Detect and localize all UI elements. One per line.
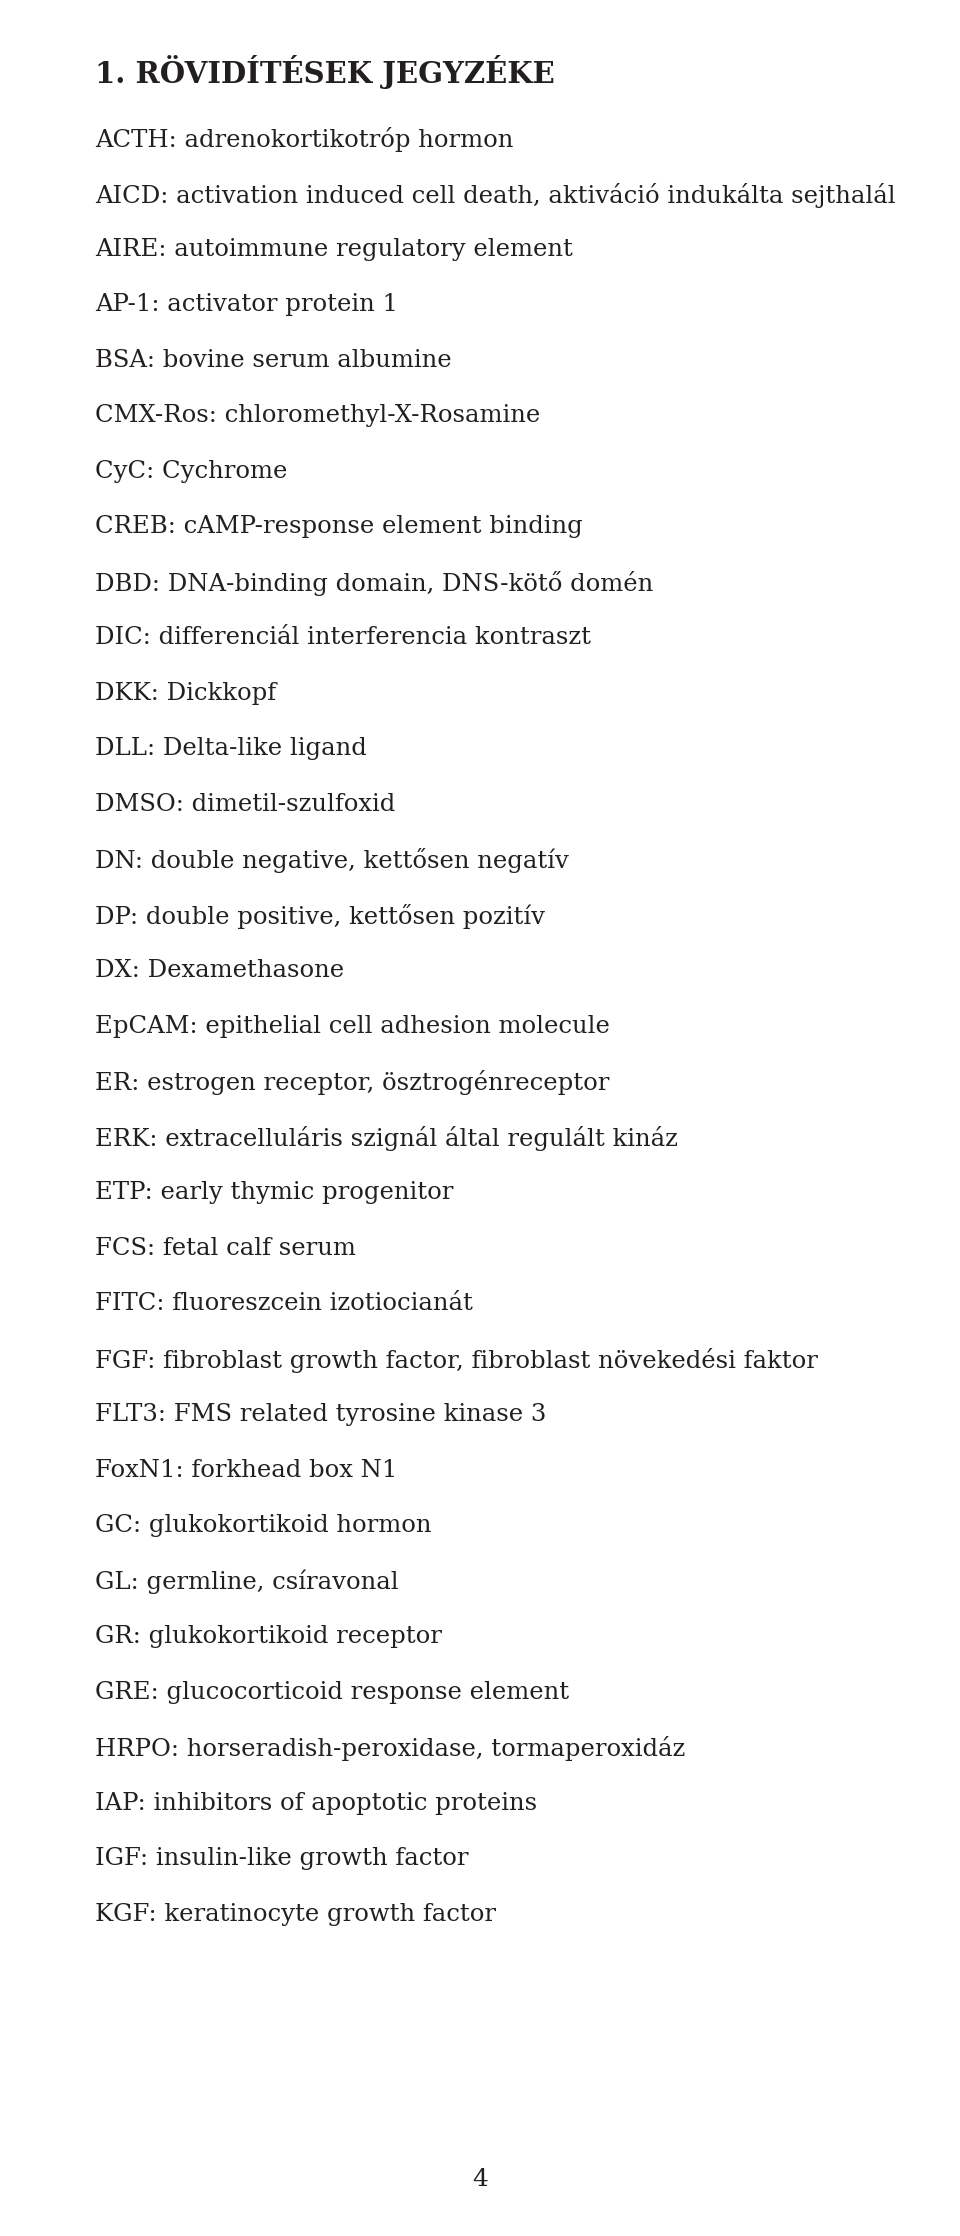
Text: FoxN1: forkhead box N1: FoxN1: forkhead box N1: [95, 1460, 397, 1482]
Text: ACTH: adrenokortikotróp hormon: ACTH: adrenokortikotróp hormon: [95, 127, 514, 152]
Text: GRE: glucocorticoid response element: GRE: glucocorticoid response element: [95, 1681, 569, 1704]
Text: DP: double positive, kettősen pozitív: DP: double positive, kettősen pozitív: [95, 903, 545, 928]
Text: GL: germline, csíravonal: GL: germline, csíravonal: [95, 1570, 398, 1594]
Text: GC: glukokortikoid hormon: GC: glukokortikoid hormon: [95, 1514, 431, 1538]
Text: CREB: cAMP-response element binding: CREB: cAMP-response element binding: [95, 517, 583, 539]
Text: DKK: Dickkopf: DKK: Dickkopf: [95, 682, 276, 704]
Text: FITC: fluoreszcein izotiocianát: FITC: fluoreszcein izotiocianát: [95, 1292, 473, 1315]
Text: AP-1: activator protein 1: AP-1: activator protein 1: [95, 293, 398, 318]
Text: CyC: Cychrome: CyC: Cychrome: [95, 461, 287, 483]
Text: CMX-Ros: chloromethyl-X-Rosamine: CMX-Ros: chloromethyl-X-Rosamine: [95, 405, 540, 427]
Text: DBD: DNA-binding domain, DNS-kötő domén: DBD: DNA-binding domain, DNS-kötő domén: [95, 570, 653, 597]
Text: AICD: activation induced cell death, aktiváció indukálta sejthalál: AICD: activation induced cell death, akt…: [95, 183, 896, 208]
Text: DIC: differenciál interferencia kontraszt: DIC: differenciál interferencia kontrasz…: [95, 626, 591, 648]
Text: 1. RÖVIDÍTÉSEK JEGYZÉKE: 1. RÖVIDÍTÉSEK JEGYZÉKE: [95, 56, 555, 89]
Text: FCS: fetal calf serum: FCS: fetal calf serum: [95, 1237, 356, 1261]
Text: DLL: Delta-like ligand: DLL: Delta-like ligand: [95, 738, 367, 760]
Text: BSA: bovine serum albumine: BSA: bovine serum albumine: [95, 349, 451, 371]
Text: 4: 4: [472, 2169, 488, 2191]
Text: ER: estrogen receptor, ösztrogénreceptor: ER: estrogen receptor, ösztrogénreceptor: [95, 1071, 610, 1096]
Text: AIRE: autoimmune regulatory element: AIRE: autoimmune regulatory element: [95, 237, 573, 262]
Text: ERK: extracelluláris szignál által regulált kináz: ERK: extracelluláris szignál által regul…: [95, 1127, 678, 1152]
Text: IGF: insulin-like growth factor: IGF: insulin-like growth factor: [95, 1847, 468, 1872]
Text: EpCAM: epithelial cell adhesion molecule: EpCAM: epithelial cell adhesion molecule: [95, 1015, 610, 1038]
Text: KGF: keratinocyte growth factor: KGF: keratinocyte growth factor: [95, 1903, 496, 1925]
Text: DX: Dexamethasone: DX: Dexamethasone: [95, 959, 344, 982]
Text: FLT3: FMS related tyrosine kinase 3: FLT3: FMS related tyrosine kinase 3: [95, 1404, 546, 1427]
Text: IAP: inhibitors of apoptotic proteins: IAP: inhibitors of apoptotic proteins: [95, 1791, 538, 1816]
Text: ETP: early thymic progenitor: ETP: early thymic progenitor: [95, 1181, 453, 1205]
Text: GR: glukokortikoid receptor: GR: glukokortikoid receptor: [95, 1626, 442, 1648]
Text: HRPO: horseradish-peroxidase, tormaperoxidáz: HRPO: horseradish-peroxidase, tormaperox…: [95, 1737, 685, 1762]
Text: DN: double negative, kettősen negatív: DN: double negative, kettősen negatív: [95, 847, 569, 874]
Text: DMSO: dimetil-szulfoxid: DMSO: dimetil-szulfoxid: [95, 794, 396, 816]
Text: FGF: fibroblast growth factor, fibroblast növekedési faktor: FGF: fibroblast growth factor, fibroblas…: [95, 1348, 818, 1373]
